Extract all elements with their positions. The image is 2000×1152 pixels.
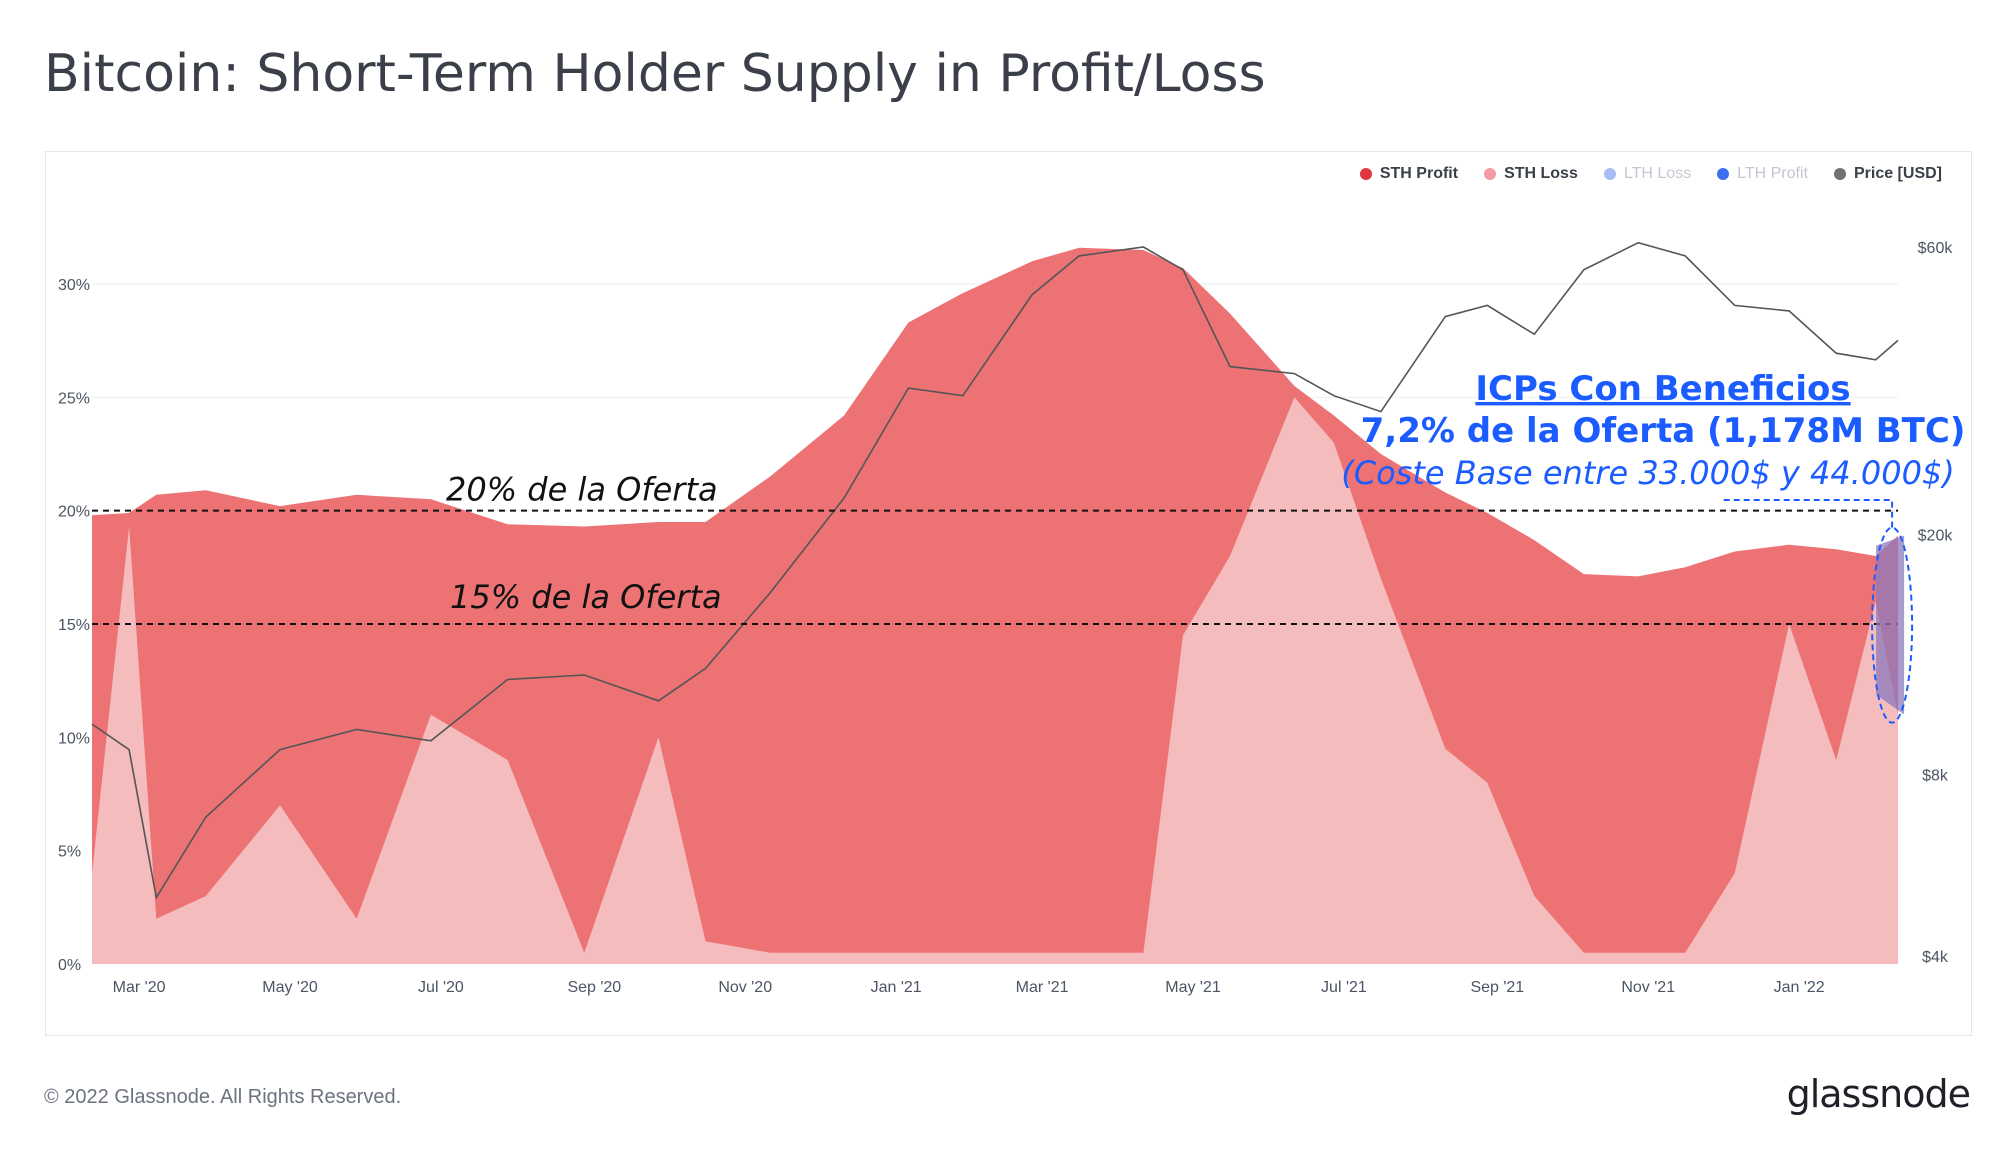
x-tick-label: Sep '20 [567, 979, 621, 996]
y-tick-label: 30% [58, 277, 90, 294]
x-tick-label: Jan '21 [871, 979, 922, 996]
price-tick-label: $20k [1918, 528, 1954, 545]
legend-label: LTH Profit [1737, 165, 1808, 182]
callout-connector [1720, 499, 1894, 528]
x-tick-label: Mar '20 [113, 979, 166, 996]
glassnode-logo: glassnode [1786, 1072, 1971, 1116]
callout-line3: (Coste Base entre 33.000$ y 44.000$) [1341, 454, 1955, 492]
x-tick-label: May '20 [262, 979, 318, 996]
x-tick-label: Nov '20 [718, 979, 772, 996]
x-tick-label: Jul '21 [1321, 979, 1367, 996]
legend-label: STH Loss [1504, 165, 1578, 182]
y-tick-label: 25% [58, 390, 90, 407]
y-tick-label: 20% [58, 504, 90, 521]
x-tick-label: Mar '21 [1016, 979, 1069, 996]
price-line [91, 241, 1899, 900]
sth-profit-area [92, 247, 1898, 964]
highlight-fill [1876, 535, 1905, 715]
page-title: Bitcoin: Short-Term Holder Supply in Pro… [44, 44, 1266, 104]
highlight-ellipse [1871, 526, 1914, 724]
legend-item[interactable]: STH Profit [1359, 165, 1459, 183]
legend-dot-icon [1833, 168, 1846, 180]
y-tick-label: 5% [58, 844, 81, 861]
x-tick-label: Jan '22 [1774, 979, 1825, 996]
legend-item[interactable]: LTH Loss [1603, 165, 1692, 183]
price-tick-label: $8k [1922, 768, 1949, 785]
chart-legend: STH Profit STH Loss LTH Loss LTH Profit Pric… [1359, 165, 1942, 183]
price-tick-label: $4k [1922, 949, 1949, 966]
x-tick-label: Jul '20 [418, 979, 464, 996]
legend-item[interactable]: STH Loss [1484, 165, 1578, 183]
copyright-text: © 2022 Glassnode. All Rights Reserved. [44, 1086, 402, 1108]
callout-title: ICPs Con Beneficios [1475, 369, 1850, 409]
legend-dot-icon [1603, 168, 1616, 180]
x-tick-label: Sep '21 [1470, 979, 1524, 996]
x-tick-label: May '21 [1165, 979, 1221, 996]
callout-line2: 7,2% de la Oferta (1,178M BTC) [1361, 411, 1966, 451]
legend-dot-icon [1359, 168, 1372, 180]
legend-label: LTH Loss [1623, 165, 1692, 182]
y-tick-label: 10% [58, 730, 90, 747]
price-tick-label: $60k [1918, 240, 1954, 257]
x-tick-label: Nov '21 [1621, 979, 1675, 996]
y-tick-label: 0% [58, 957, 81, 974]
legend-label: Price [USD] [1853, 165, 1942, 182]
line15-label: 15% de la Oferta [450, 578, 722, 616]
legend-dot-icon [1484, 168, 1497, 180]
legend-dot-icon [1717, 168, 1730, 180]
legend-item[interactable]: LTH Profit [1717, 165, 1808, 183]
legend-item[interactable]: Price [USD] [1833, 165, 1942, 183]
y-tick-label: 15% [58, 617, 90, 634]
sth-loss-area [92, 397, 1898, 964]
line20-label: 20% de la Oferta [446, 471, 718, 509]
legend-label: STH Profit [1379, 165, 1459, 182]
